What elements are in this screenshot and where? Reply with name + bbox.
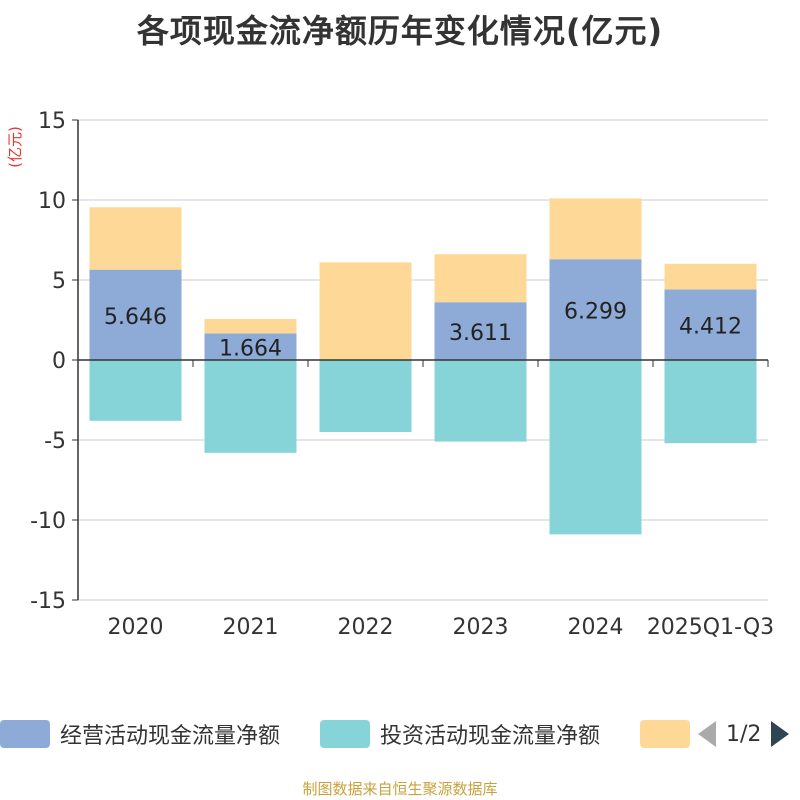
chart-title: 各项现金流净额历年变化情况(亿元) — [136, 12, 664, 50]
bar-financing — [434, 254, 527, 303]
bar-investing — [434, 360, 527, 442]
legend-swatch-investing — [320, 720, 370, 748]
legend-pager: 1/2 — [698, 718, 790, 750]
x-tick-label: 2020 — [108, 615, 164, 640]
bar-investing — [89, 360, 182, 421]
bar-chart: 15 10 5 0 -5 -10 -15 5.646 1.664 3.611 6.299 4.412 2… — [30, 109, 774, 640]
x-tick-label: 2024 — [568, 615, 624, 640]
x-tick-label: 2021 — [223, 615, 279, 640]
bar-financing — [319, 262, 412, 360]
data-label: 3.611 — [449, 321, 512, 346]
y-tick-label: 0 — [52, 349, 66, 374]
bar-financing — [664, 263, 757, 290]
data-label: 5.646 — [104, 305, 167, 330]
bar-financing — [89, 207, 182, 270]
y-tick-label: 15 — [38, 109, 66, 134]
bar-investing — [319, 360, 412, 432]
bar-investing — [549, 360, 642, 535]
bar-operating — [204, 333, 297, 360]
legend-swatch-operating — [0, 720, 50, 748]
y-axis-unit-text: (亿元) — [6, 126, 24, 168]
legend-label-investing: 投资活动现金流量净额 — [380, 724, 601, 749]
data-source-note: 制图数据来自恒生聚源数据库 — [302, 780, 498, 798]
legend-page-indicator: 1/2 — [726, 721, 762, 747]
legend-label-operating: 经营活动现金流量净额 — [60, 724, 281, 749]
bar-financing — [549, 198, 642, 260]
bar-financing — [204, 318, 297, 334]
x-tick-label: 2022 — [338, 615, 394, 640]
bar-operating — [549, 259, 642, 360]
y-tick-label: -15 — [30, 589, 66, 614]
data-label: 1.664 — [219, 337, 282, 362]
legend-next-arrow-icon[interactable] — [771, 721, 790, 747]
bar-operating — [434, 302, 527, 360]
y-tick-label: 5 — [52, 269, 66, 294]
y-axis-unit-label: (亿元) — [6, 126, 24, 168]
y-tick-label: 10 — [38, 189, 66, 214]
legend-item-investing[interactable]: 投资活动现金流量净额 — [320, 720, 601, 749]
legend-item-financing[interactable] — [640, 720, 690, 748]
data-label: 6.299 — [564, 300, 627, 325]
y-tick-label: -10 — [30, 509, 66, 534]
data-label: 4.412 — [679, 315, 742, 340]
legend-swatch-financing — [640, 720, 690, 748]
bar-operating — [89, 269, 182, 360]
bar-investing — [204, 360, 297, 453]
x-tick-label: 2023 — [453, 615, 509, 640]
y-tick-label: -5 — [44, 429, 66, 454]
bar-investing — [664, 360, 757, 444]
legend-item-operating[interactable]: 经营活动现金流量净额 — [0, 720, 281, 749]
legend-prev-arrow-icon[interactable] — [698, 721, 716, 747]
x-tick-label: 2025Q1-Q3 — [647, 615, 774, 640]
legend: 经营活动现金流量净额 投资活动现金流量净额 1/2 — [0, 712, 800, 756]
bar-operating — [664, 289, 757, 360]
